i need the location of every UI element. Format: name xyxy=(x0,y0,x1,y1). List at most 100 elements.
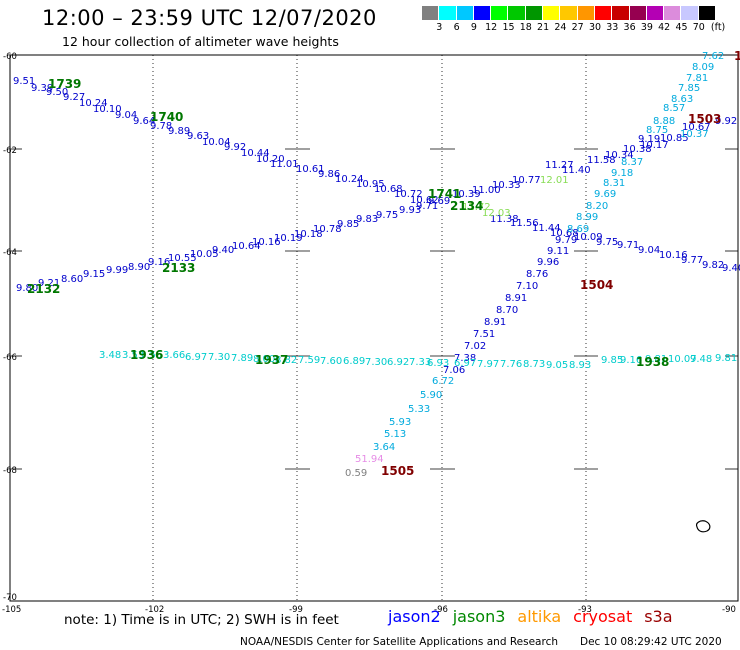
wave-height-value: 8.31 xyxy=(603,178,625,189)
wave-height-value: 10.62 xyxy=(410,195,439,206)
wave-height-value: 7.06 xyxy=(443,365,465,376)
wave-height-value: 9.16 xyxy=(148,257,170,268)
wave-height-value: 8.75 xyxy=(646,125,668,136)
wave-height-value: 9.69 xyxy=(594,189,616,200)
credit-text: NOAA/NESDIS Center for Satellite Applica… xyxy=(240,636,558,648)
wave-height-value: 11.58 xyxy=(587,155,616,166)
wave-height-value: 7.85 xyxy=(678,83,700,94)
wave-height-value: 9.21 xyxy=(38,278,60,289)
map-frame xyxy=(9,54,739,602)
satellite-name: jason2 xyxy=(388,607,441,626)
wave-height-value: 10.37 xyxy=(680,129,709,140)
longitude-label: -105 xyxy=(2,605,21,615)
island-outline xyxy=(695,520,711,533)
legend-swatch xyxy=(612,6,630,20)
legend-swatch xyxy=(543,6,561,20)
wave-height-value: 10.72 xyxy=(394,189,423,200)
wave-height-value: 9.40 xyxy=(722,263,740,274)
wave-height-value: 0.59 xyxy=(345,468,367,479)
satellite-legend: jason2 jason3 altika cryosat s3a xyxy=(388,607,685,626)
wave-height-value: 8.91 xyxy=(484,317,506,328)
pass-time-label: 1505 xyxy=(381,464,414,478)
wave-height-value: 12.01 xyxy=(540,175,569,186)
legend-label: 33 xyxy=(606,22,619,33)
legend-label: 45 xyxy=(675,22,688,33)
legend-label: 30 xyxy=(588,22,602,33)
longitude-label: -102 xyxy=(145,605,164,615)
wave-height-value: 9.64 xyxy=(133,116,155,127)
legend-swatch xyxy=(422,6,440,20)
wave-height-value: 11.44 xyxy=(532,223,561,234)
wave-height-value: 7.97 xyxy=(477,359,499,370)
footer-note: note: 1) Time is in UTC; 2) SWH is in fe… xyxy=(64,612,339,628)
wave-height-value: 9.80 xyxy=(16,283,38,294)
wave-height-value: 6.97 xyxy=(454,358,476,369)
longitude-label: -93 xyxy=(578,605,592,615)
wave-height-value: 8.82 xyxy=(275,355,297,366)
legend-swatch xyxy=(560,6,578,20)
wave-height-value: 9.04 xyxy=(638,245,660,256)
wave-height-value: 9.85 xyxy=(601,355,623,366)
legend-label: 42 xyxy=(658,22,671,33)
legend-label: 36 xyxy=(623,22,636,33)
wave-height-value: 9.69 xyxy=(428,196,450,207)
wave-height-value: 11.72 xyxy=(462,202,491,213)
legend-label: 15 xyxy=(502,22,515,33)
wave-height-value: 10.24 xyxy=(79,98,108,109)
wave-height-value: 9.71 xyxy=(416,201,438,212)
pass-time-label: 2132 xyxy=(27,282,60,296)
latitude-label: -62 xyxy=(3,146,17,156)
wave-height-value: 9.81 xyxy=(645,354,667,365)
latitude-label: -66 xyxy=(3,353,17,363)
wave-height-value: 9.40 xyxy=(212,245,234,256)
color-scale-labels: 3 6 9 12 15 18 21 24 27 30 33 36 39 42 45 70 (ft) xyxy=(422,22,740,34)
legend-swatch xyxy=(439,6,457,20)
wave-height-value: 8.37 xyxy=(621,157,643,168)
wave-height-value: 11.00 xyxy=(472,185,501,196)
wave-height-value: 5.90 xyxy=(420,390,442,401)
legend-label: 39 xyxy=(640,22,653,33)
wave-height-value: 3.66 xyxy=(163,350,185,361)
pass-time-label: 1 xyxy=(734,49,740,63)
map-grid xyxy=(10,55,738,601)
wave-height-value: 8.90 xyxy=(128,262,150,273)
pass-time-label: 1504 xyxy=(580,278,613,292)
wave-height-value: 9.83 xyxy=(356,214,378,225)
wave-height-value: 3.53 xyxy=(122,350,144,361)
credit-timestamp: Dec 10 08:29:42 UTC 2020 xyxy=(580,636,722,648)
legend-swatch xyxy=(577,6,595,20)
wave-height-value: 10.61 xyxy=(296,164,325,175)
color-scale-legend xyxy=(422,6,717,20)
wave-height-value: 11.56 xyxy=(510,218,539,229)
wave-height-value: 9.19 xyxy=(638,134,660,145)
wave-height-value: 9.96 xyxy=(537,257,559,268)
wave-height-value: 9.27 xyxy=(63,92,85,103)
wave-height-value: 9.89 xyxy=(168,126,190,137)
legend-swatch xyxy=(473,6,492,20)
pass-time-label: 1739 xyxy=(48,77,81,91)
wave-height-value: 9.92 xyxy=(715,116,737,127)
wave-height-value: 9.04 xyxy=(115,110,137,121)
wave-height-value: 7.51 xyxy=(473,329,495,340)
legend-swatch xyxy=(681,6,699,20)
map-title: 12:00 – 23:59 UTC 12/07/2020 xyxy=(42,6,377,30)
wave-height-value: 10.44 xyxy=(241,148,270,159)
wave-height-value: 51.94 xyxy=(355,454,384,465)
pass-time-label: 1936 xyxy=(130,348,163,362)
wave-height-value: 7.89 xyxy=(231,353,253,364)
map-axis-labels: -60 -62 -64 -66 -68 -70 -105 -102 -99 -96 -93 -90 xyxy=(2,52,736,615)
wave-height-value: 7.60 xyxy=(320,356,342,367)
wave-height-value: 9.75 xyxy=(596,237,618,248)
wave-height-value: 7.30 xyxy=(208,352,230,363)
legend-label: 24 xyxy=(554,22,567,33)
legend-label: 12 xyxy=(485,22,498,33)
pass-time-label: 1937 xyxy=(255,353,288,367)
wave-height-value: 7.59 xyxy=(298,355,320,366)
wave-height-value: 8.70 xyxy=(496,305,518,316)
wave-height-value: 10.95 xyxy=(356,179,385,190)
wave-height-value: 10.16 xyxy=(659,250,688,261)
satellite-name: altika xyxy=(517,607,562,626)
wave-height-value: 8.73 xyxy=(523,359,545,370)
wave-height-value: 7.62 xyxy=(702,51,724,62)
wave-height-value: 7.81 xyxy=(686,73,708,84)
